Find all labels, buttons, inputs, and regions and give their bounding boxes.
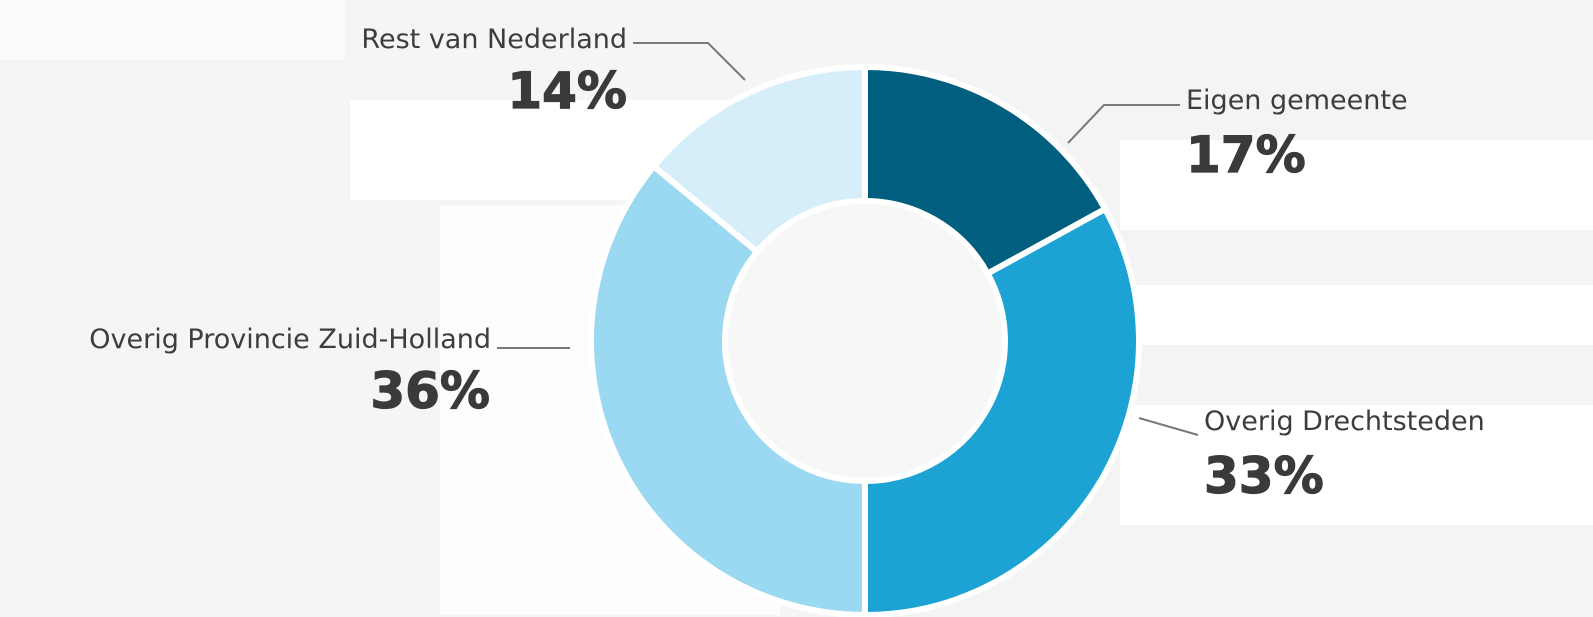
leader-line-eigen — [1067, 104, 1180, 144]
label-eigen-name: Eigen gemeente — [1186, 85, 1408, 116]
label-eigen-pct: 17% — [1186, 126, 1306, 184]
label-provincie-pct: 36% — [370, 362, 490, 420]
label-drecht-pct: 33% — [1204, 447, 1324, 505]
label-rest-name: Rest van Nederland — [361, 24, 627, 55]
slice-eigen-gemeente — [862, 63, 1110, 278]
slice-overig-drechtsteden — [862, 204, 1142, 617]
donut-hole — [728, 204, 1002, 478]
leader-line-drecht — [1138, 417, 1199, 436]
label-rest-pct: 14% — [507, 62, 627, 120]
leader-line-rest — [633, 42, 746, 81]
slice-overig-provincie — [588, 162, 868, 617]
donut-slices — [588, 63, 1142, 617]
label-drecht-name: Overig Drechtsteden — [1204, 406, 1485, 437]
slice-rest-van-nederland — [649, 63, 868, 256]
label-provincie-name: Overig Provincie Zuid-Holland — [89, 324, 491, 355]
